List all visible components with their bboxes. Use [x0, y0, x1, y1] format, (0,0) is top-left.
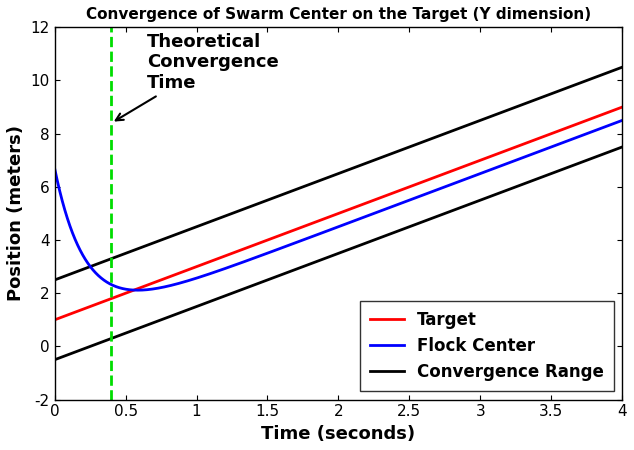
X-axis label: Time (seconds): Time (seconds) — [261, 425, 415, 443]
Y-axis label: Position (meters): Position (meters) — [7, 126, 25, 302]
Title: Convergence of Swarm Center on the Target (Y dimension): Convergence of Swarm Center on the Targe… — [86, 7, 591, 22]
Text: Theoretical
Convergence
Time: Theoretical Convergence Time — [116, 32, 278, 121]
Legend: Target, Flock Center, Convergence Range: Target, Flock Center, Convergence Range — [360, 301, 614, 392]
